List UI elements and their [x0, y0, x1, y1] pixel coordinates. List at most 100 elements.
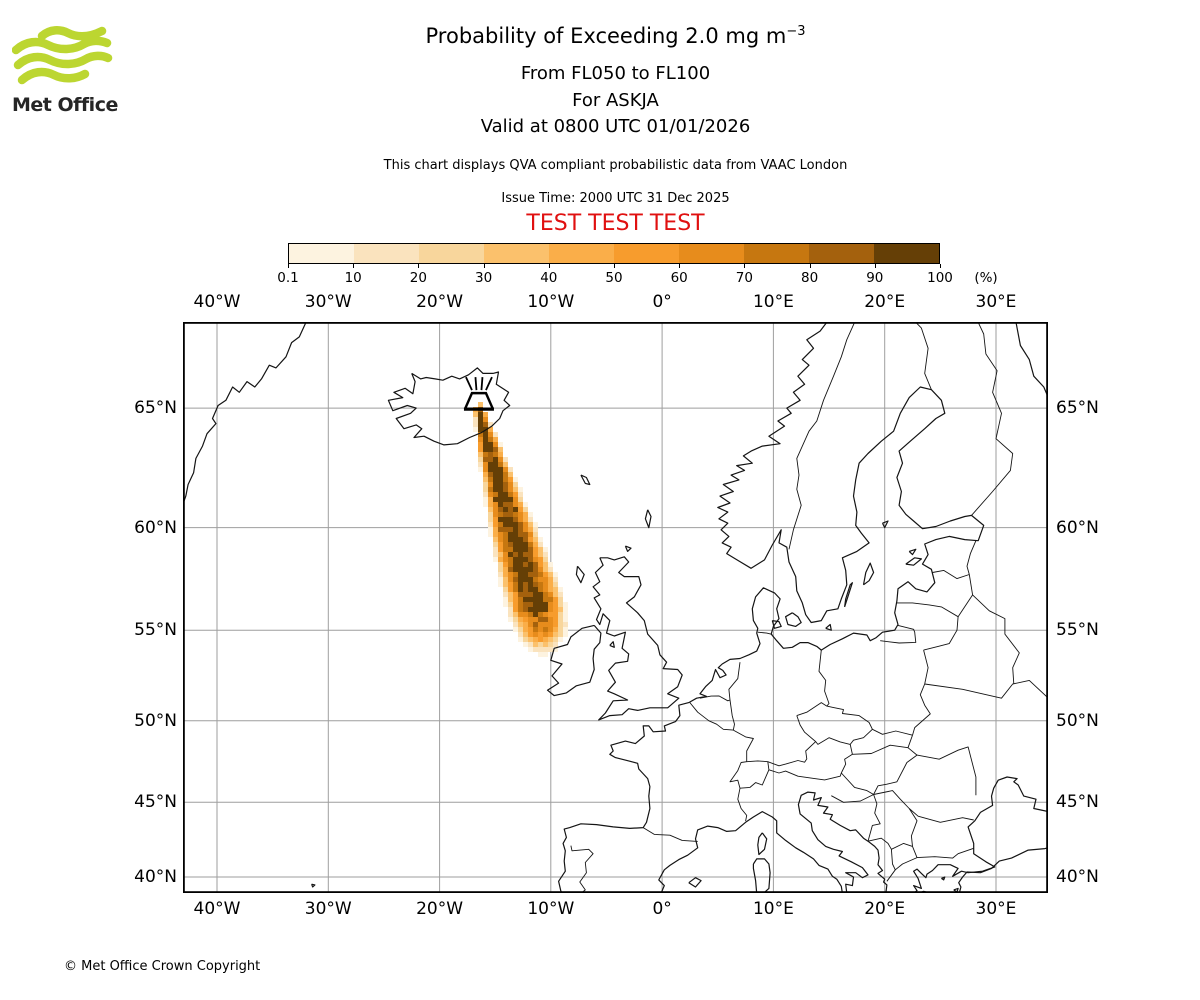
colorbar-tick	[679, 264, 681, 268]
map-background	[183, 322, 1048, 893]
qva-compliance-note: This chart displays QVA compliant probab…	[383, 158, 848, 173]
lat-tick-label-left: 55°N	[134, 620, 177, 641]
border-path	[912, 846, 974, 859]
colorbar-segment-0.1-10	[289, 244, 354, 263]
colorbar-tick-label: 80	[801, 270, 819, 286]
border-path	[915, 322, 932, 390]
coastlines	[183, 322, 1048, 893]
lon-tick-label-bottom: 10°W	[527, 899, 575, 919]
coastline-path	[908, 548, 917, 556]
colorbar-tick-label: 70	[735, 270, 753, 286]
border-path	[880, 624, 917, 644]
colorbar-segment-70-80	[744, 244, 809, 263]
map-canvas	[182, 321, 1049, 894]
border-path	[818, 650, 830, 707]
volcano-eruption-rays	[465, 376, 493, 391]
coastline-path	[575, 565, 585, 584]
border-path	[972, 594, 1020, 685]
coastline-path	[797, 791, 888, 893]
lon-tick-label-bottom: 10°E	[752, 899, 794, 919]
border-path	[737, 788, 748, 822]
border-path	[872, 728, 913, 736]
coastline-path	[1015, 322, 1048, 398]
lat-tick-label-right: 60°N	[1056, 517, 1099, 538]
map-svg	[182, 321, 1049, 894]
lon-tick-label-bottom: 20°W	[416, 899, 464, 919]
lon-tick-label-bottom: 30°W	[304, 899, 352, 919]
coastline-path	[785, 612, 802, 627]
coastline-path	[862, 562, 875, 586]
border-path	[923, 616, 959, 651]
issue-time-label: Issue Time: 2000 UTC 31 Dec 2025	[501, 191, 730, 206]
colorbar-segment-80-90	[809, 244, 874, 263]
coastline-path	[387, 367, 511, 446]
chart-subtitle-valid-time: Valid at 0800 UTC 01/01/2026	[480, 116, 751, 137]
colorbar-tick	[809, 264, 811, 268]
border-path	[966, 540, 977, 575]
volcano-symbol	[463, 376, 495, 411]
coastline-path	[757, 832, 768, 856]
border-path	[971, 322, 1014, 516]
coastline-path	[311, 883, 316, 888]
logo-wave-stroke	[37, 26, 107, 41]
border-path	[840, 744, 853, 774]
coastline-path	[905, 557, 922, 566]
lon-tick-label-bottom: 30°E	[975, 899, 1017, 919]
border-path	[757, 631, 773, 635]
border-path	[831, 794, 881, 842]
border-path	[767, 741, 817, 767]
colorbar-tick	[353, 264, 355, 268]
lat-tick-label-left: 45°N	[134, 792, 177, 813]
border-path	[699, 695, 731, 702]
border-path	[916, 746, 977, 796]
coastline-path	[752, 858, 771, 893]
coastline-path	[624, 545, 632, 552]
chart-subtitle-flight-levels: From FL050 to FL100	[520, 63, 711, 84]
coastline-path	[644, 509, 652, 529]
logo-wave-stroke	[13, 51, 113, 70]
colorbar-tick	[614, 264, 615, 268]
lon-tick-label-top: 40°W	[193, 292, 241, 312]
colorbar-tick-label: 40	[540, 270, 558, 286]
coastline-path	[592, 556, 683, 721]
met-office-logo: Met Office	[11, 26, 122, 116]
coastline-path	[771, 620, 782, 629]
colorbar-segment-10-20	[354, 244, 419, 263]
lon-tick-label-top: 0°	[652, 292, 672, 312]
colorbar-tick	[288, 264, 289, 268]
lon-tick-label-top: 10°E	[752, 292, 794, 312]
coastline-path	[958, 847, 1048, 893]
border-path	[908, 808, 918, 847]
border-path	[873, 790, 910, 809]
border-path	[886, 869, 896, 882]
coastline-path	[658, 811, 843, 893]
border-path	[924, 679, 1048, 699]
border-path	[689, 702, 734, 731]
border-path	[796, 702, 873, 730]
colorbar-segment-30-40	[484, 244, 549, 263]
ash-probability-plume	[473, 402, 568, 657]
lat-tick-label-right: 50°N	[1056, 710, 1099, 731]
border-path	[908, 808, 974, 823]
colorbar-tick	[418, 264, 420, 268]
border-path	[912, 649, 931, 736]
chart-title-text: Probability of Exceeding 2.0 mg m	[425, 24, 787, 48]
coastline-path	[913, 776, 1048, 893]
lat-tick-label-right: 65°N	[1056, 398, 1099, 419]
logo-wave-stroke	[11, 36, 112, 55]
border-path	[796, 715, 873, 745]
coastline-path	[881, 520, 889, 529]
chart-title: Probability of Exceeding 2.0 mg m−3	[183, 24, 1048, 48]
colorbar-tick	[483, 264, 485, 268]
colorbar-segment-60-70	[679, 244, 744, 263]
met-office-logo-text: Met Office	[12, 94, 118, 116]
border-path	[852, 735, 913, 755]
lon-tick-label-top: 20°W	[416, 292, 464, 312]
colorbar-segment-40-50	[549, 244, 614, 263]
probability-colorbar: 0.1 10 20 30 40 50 60 70 80 90 100 (%)	[277, 243, 998, 293]
border-path	[768, 769, 842, 781]
lon-tick-label-top: 30°W	[304, 292, 352, 312]
coastline-path	[825, 623, 832, 631]
border-path	[788, 322, 856, 550]
